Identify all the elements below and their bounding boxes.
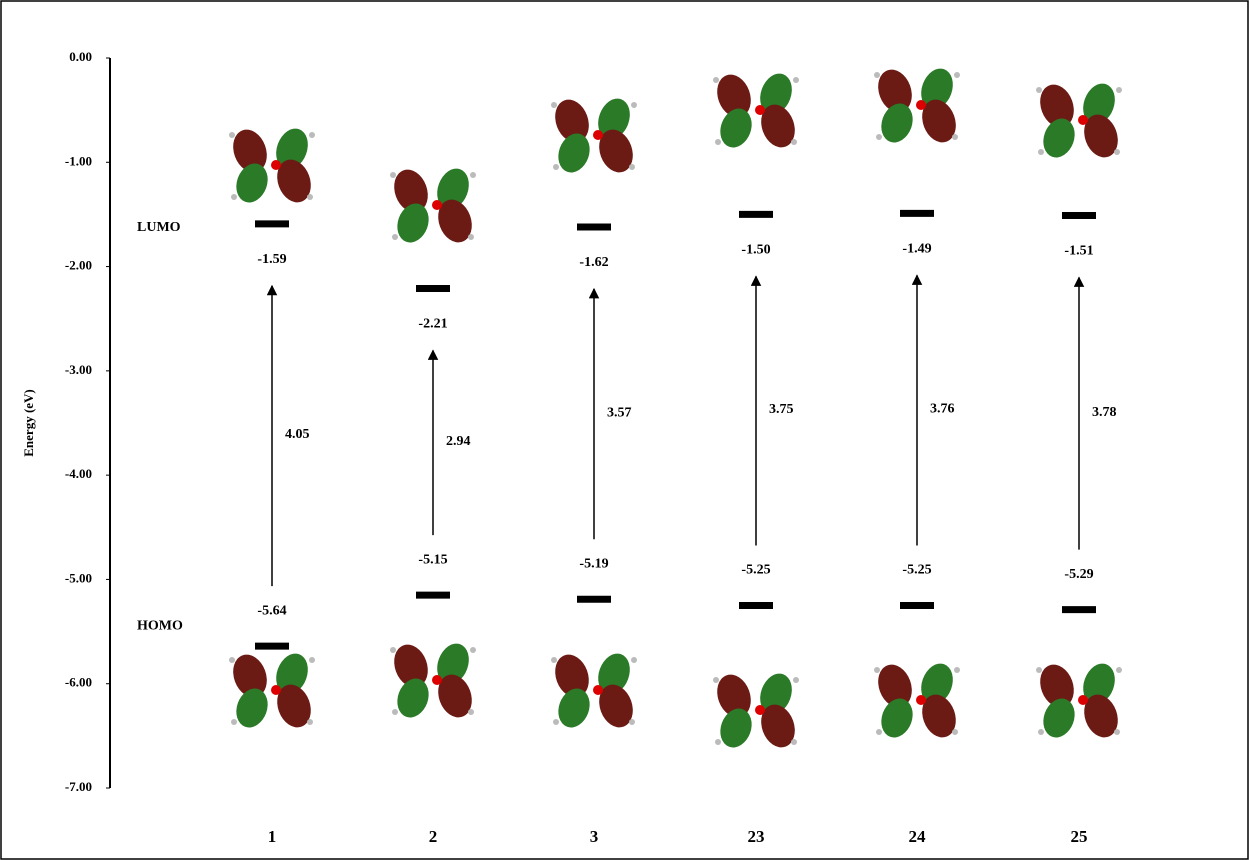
y-tick-label: -6.00 — [65, 675, 92, 690]
x-tick-label: 1 — [268, 827, 277, 846]
homo-label: -5.15 — [418, 552, 447, 567]
gap-label: 3.78 — [1092, 405, 1117, 420]
homo-label: -5.19 — [579, 556, 608, 571]
gap-label: 3.76 — [930, 402, 955, 417]
lumo-label: -1.50 — [741, 243, 770, 258]
x-tick-label: 24 — [909, 827, 927, 846]
y-tick-label: 0.00 — [69, 49, 92, 64]
gap-label: 3.75 — [769, 402, 794, 417]
x-tick-label: 25 — [1071, 827, 1088, 846]
homo-label: -5.25 — [902, 563, 931, 578]
gap-label: 3.57 — [607, 405, 632, 420]
y-tick-label: -2.00 — [65, 258, 92, 273]
y-tick-label: -4.00 — [65, 466, 92, 481]
x-tick-label: 3 — [590, 827, 599, 846]
y-tick-label: -5.00 — [65, 570, 92, 585]
y-axis-label: Energy (eV) — [21, 389, 36, 457]
y-tick-label: -3.00 — [65, 362, 92, 377]
homo-label: -5.25 — [741, 563, 770, 578]
lumo-label: -1.51 — [1064, 244, 1093, 259]
homo-label: -5.29 — [1064, 567, 1093, 582]
homo-label: -5.64 — [257, 603, 286, 618]
y-tick-label: -7.00 — [65, 779, 92, 794]
lumo-label: -2.21 — [418, 317, 447, 332]
gap-label: 4.05 — [285, 427, 310, 442]
x-tick-label: 23 — [748, 827, 765, 846]
x-tick-label: 2 — [429, 827, 438, 846]
level-name: HOMO — [137, 618, 183, 633]
chart: Energy (eV) 0.00 -1.00 -2.00 -3.00 -4.00 -5.0… — [0, 0, 1249, 860]
lumo-label: -1.49 — [902, 242, 931, 257]
lumo-label: -1.62 — [579, 255, 608, 270]
level-name: LUMO — [137, 220, 181, 235]
lumo-label: -1.59 — [257, 252, 286, 267]
gap-label: 2.94 — [446, 434, 471, 449]
y-tick-label: -1.00 — [65, 153, 92, 168]
